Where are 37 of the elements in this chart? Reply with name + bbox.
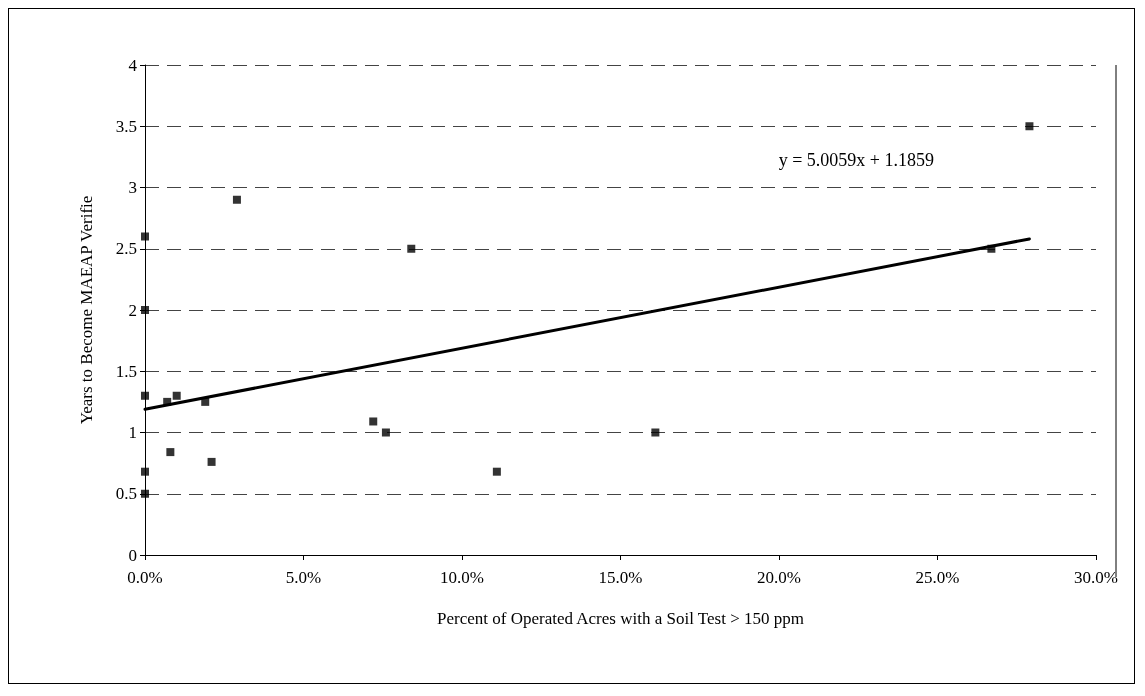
x-tick-label: 0.0% [127, 568, 163, 587]
point [172, 391, 181, 400]
x-tick-label: 10.0% [440, 568, 484, 587]
y-tick-label: 2.5 [115, 239, 137, 259]
y-tick-label: 3 [128, 178, 137, 197]
point [166, 448, 175, 457]
y-tick-label: 0.5 [115, 484, 137, 504]
y-tick-label: 2 [128, 300, 137, 320]
point [141, 391, 149, 400]
point [987, 244, 996, 253]
point [381, 428, 390, 437]
point [369, 417, 378, 426]
point [1025, 122, 1034, 131]
x-tick-label: 20.0% [757, 568, 801, 587]
point [407, 244, 416, 253]
x-tick-label: 5.0% [285, 568, 322, 587]
x-tick-label: 30.0% [1074, 568, 1118, 587]
point [201, 397, 210, 406]
point [492, 467, 501, 476]
point [141, 232, 149, 241]
point [207, 457, 216, 466]
x-tick-label: 15.0% [598, 568, 643, 587]
y-tick-label: 4 [128, 55, 138, 75]
point [651, 428, 660, 437]
y-tick-label: 1.5 [115, 361, 137, 381]
y-tick-label: 1 [128, 423, 137, 442]
point [232, 195, 241, 204]
y-tick-label: 3.5 [115, 116, 137, 136]
x-tick-label: 25.0% [915, 568, 960, 587]
y-axis-title: Years to Become MAEAP Verifie [77, 195, 96, 425]
y-tick-label: 0 [128, 545, 137, 565]
annotation: y = 5.0059x + 1.1859 [778, 150, 935, 170]
point [163, 397, 172, 406]
x-axis-title: Percent of Operated Acres with a Soil Test > 150 ppm [437, 609, 804, 628]
point [141, 306, 149, 314]
point [141, 467, 149, 476]
point [141, 489, 149, 498]
